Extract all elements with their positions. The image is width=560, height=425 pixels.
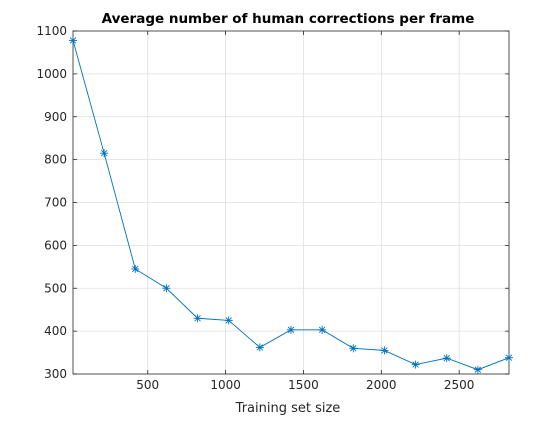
x-tick-label: 2500 xyxy=(444,378,475,392)
data-point-marker xyxy=(473,365,482,374)
data-point-marker xyxy=(193,314,202,323)
y-tick-label: 600 xyxy=(44,238,67,252)
y-tick-label: 300 xyxy=(44,367,67,381)
x-tick-label: 1000 xyxy=(210,378,241,392)
marker-stroke xyxy=(412,361,419,368)
data-point-marker xyxy=(131,264,140,273)
tick-labels: 500 1000 1500 2000 2500 300 400 500 600 700 800 900… xyxy=(36,24,474,392)
chart-title: Average number of human corrections per … xyxy=(102,11,475,27)
marker-stroke xyxy=(505,354,513,361)
data-point-marker xyxy=(349,344,358,353)
y-tick-label: 1100 xyxy=(36,24,67,38)
x-axis-label: Training set size xyxy=(235,401,341,416)
data-point-marker xyxy=(411,360,420,369)
marker-stroke xyxy=(194,315,201,322)
marker-stroke xyxy=(350,345,357,352)
y-tick-label: 500 xyxy=(44,281,67,295)
grid xyxy=(73,31,509,374)
x-tick-label: 1500 xyxy=(288,378,319,392)
data-point-marker xyxy=(318,325,327,334)
data-point-marker xyxy=(100,149,109,158)
y-tick-label: 700 xyxy=(44,196,67,210)
y-tick-label: 400 xyxy=(44,324,67,338)
data-point-marker xyxy=(69,36,77,45)
x-tick-label: 500 xyxy=(136,378,159,392)
y-tick-label: 800 xyxy=(44,153,67,167)
marker-stroke xyxy=(443,354,450,362)
data-point-marker xyxy=(380,346,389,355)
marker-stroke xyxy=(256,344,264,351)
data-point-marker xyxy=(162,284,171,293)
data-point-marker xyxy=(505,353,513,362)
marker-stroke xyxy=(318,326,326,334)
marker-stroke xyxy=(132,265,139,273)
x-tick-label: 2000 xyxy=(366,378,397,392)
marker-stroke xyxy=(163,285,170,292)
marker-stroke xyxy=(69,37,77,44)
series-group xyxy=(69,36,513,374)
y-tick-label: 900 xyxy=(44,110,67,124)
marker-stroke xyxy=(287,326,295,334)
data-point-marker xyxy=(442,354,451,363)
data-point-marker xyxy=(224,316,233,325)
axis-ticks xyxy=(73,30,509,375)
data-point-marker xyxy=(255,343,264,352)
marker-stroke xyxy=(225,317,232,324)
marker-stroke xyxy=(381,347,388,354)
marker-stroke xyxy=(474,366,482,373)
marker-stroke xyxy=(100,149,108,157)
y-tick-label: 1000 xyxy=(36,67,67,81)
data-point-marker xyxy=(287,325,295,334)
